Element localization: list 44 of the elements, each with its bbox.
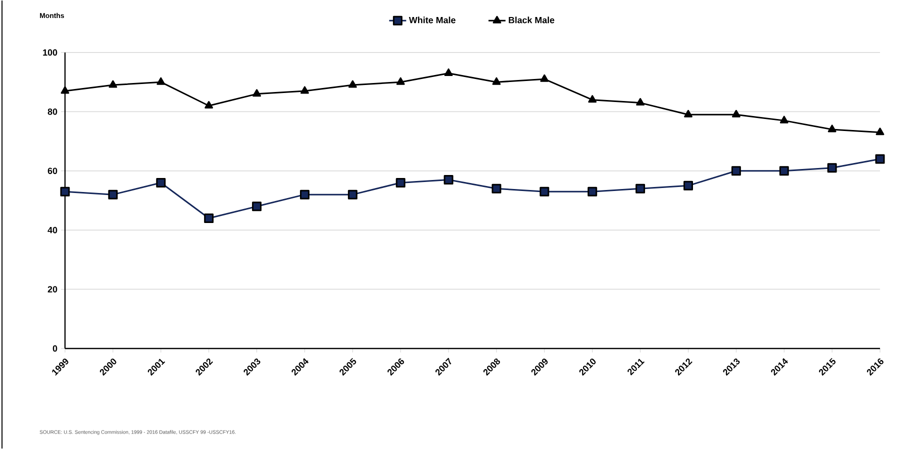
point [540,186,550,196]
y-tick-label: 20 [48,286,58,292]
point [683,180,693,190]
point [252,89,261,97]
point [636,98,645,106]
point [348,80,357,88]
point [108,80,118,88]
point [252,202,262,212]
point [779,166,789,176]
point [444,175,454,185]
point [108,190,118,200]
point [876,128,884,136]
point [492,77,501,85]
y-tick-label: 40 [48,226,58,234]
point [348,190,358,200]
point [300,190,310,200]
point [204,213,214,223]
y-tick-label: 60 [48,168,58,174]
y-tick-label: 0 [52,345,58,352]
point [828,124,836,132]
point [588,186,598,196]
legend-label: White Male [408,16,456,24]
point [732,110,740,118]
point [444,68,453,76]
point [780,116,788,124]
point [396,77,405,85]
point [396,178,406,188]
point [875,154,885,164]
point [492,184,502,194]
point [731,166,741,176]
point [156,77,166,85]
legend-label: Black Male [508,16,554,24]
point [60,86,70,94]
point [827,163,837,173]
point [60,186,70,196]
y-tick-label: 80 [48,108,58,115]
point [540,74,549,82]
point [588,95,597,103]
point [636,184,646,194]
point [684,110,692,118]
point [300,86,309,94]
point [156,178,166,188]
y-tick-label: 100 [43,49,58,56]
point [204,101,214,109]
